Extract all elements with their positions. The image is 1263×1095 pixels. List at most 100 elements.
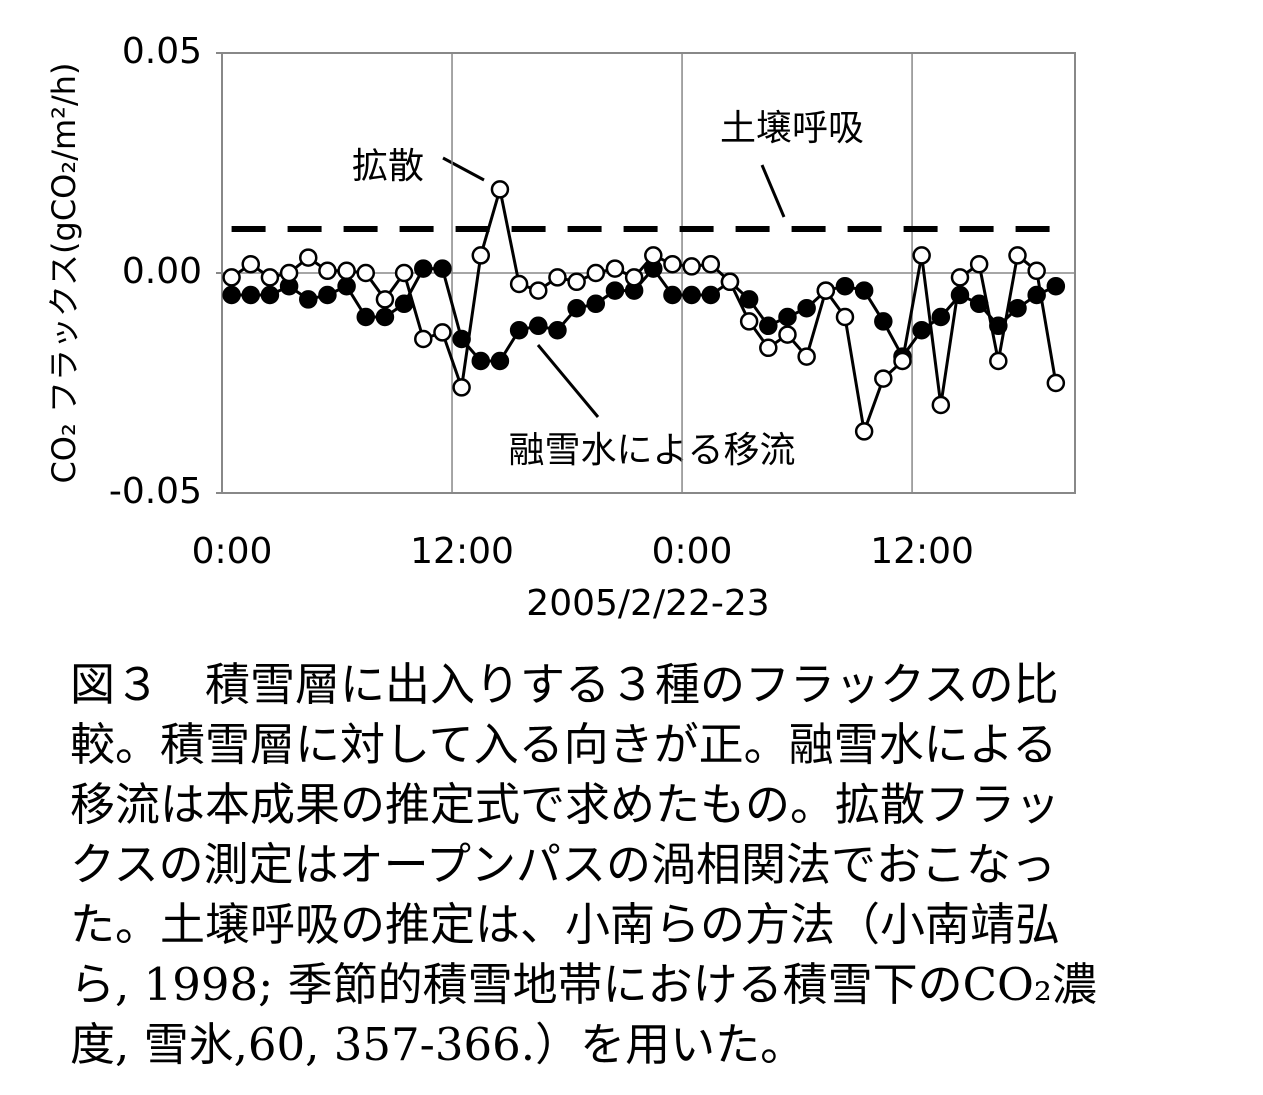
y-tick-label: 0.05	[122, 31, 202, 72]
caption-line: 図３ 積雪層に出入りする３種のフラックスの比	[70, 658, 1059, 711]
data-point	[452, 378, 471, 397]
data-point	[529, 281, 548, 300]
data-point	[260, 268, 280, 287]
series-line	[230, 188, 1058, 438]
data-point	[222, 268, 241, 287]
data-point	[394, 263, 414, 283]
data-point	[337, 276, 356, 296]
data-point	[586, 294, 606, 314]
data-point	[567, 298, 586, 318]
data-point	[318, 285, 337, 305]
data-point	[739, 312, 759, 331]
leader-line	[536, 344, 600, 418]
data-point	[299, 290, 318, 309]
y-axis-label: CO₂ フラックス(gCO₂/m²/h)	[45, 62, 83, 483]
data-point	[1008, 298, 1027, 318]
leader-line	[760, 164, 786, 218]
data-point	[950, 285, 970, 305]
data-point	[318, 261, 337, 281]
data-point	[1008, 246, 1027, 265]
data-point	[433, 259, 452, 278]
data-point	[529, 316, 548, 336]
y-tick-label: -0.05	[109, 471, 202, 512]
data-point	[356, 263, 376, 283]
data-point	[490, 180, 510, 199]
data-point	[778, 307, 797, 327]
chart: CO₂ フラックス(gCO₂/m²/h) 2005/2/22-23 拡散 土壌呼…	[45, 31, 1076, 624]
data-point	[509, 274, 529, 294]
data-point	[759, 338, 778, 358]
data-point	[241, 285, 261, 305]
data-point	[797, 347, 816, 366]
data-point	[682, 257, 701, 276]
x-tick-label: 12:00	[410, 531, 514, 572]
data-point	[950, 268, 970, 287]
data-point	[969, 254, 989, 274]
data-point	[337, 261, 356, 281]
data-point	[375, 307, 395, 327]
data-point	[222, 285, 241, 305]
data-point	[663, 254, 682, 274]
x-tick-label: 12:00	[870, 531, 974, 572]
caption-line: 移流は本成果の推定式で求めたもの。拡散フラッ	[70, 778, 1061, 831]
data-point	[1046, 276, 1066, 296]
data-point	[1046, 373, 1066, 393]
data-point	[605, 281, 625, 300]
data-point	[835, 307, 855, 327]
data-point	[567, 272, 586, 292]
caption-line: た。土壌呼吸の推定は、小南らの方法（小南靖弘	[70, 898, 1061, 951]
data-point	[279, 263, 299, 283]
data-point	[797, 298, 816, 318]
data-point	[394, 294, 414, 314]
data-point	[624, 268, 644, 287]
data-point	[299, 248, 318, 267]
caption-line: ら, 1998; 季節的積雪地帯における積雪下のCO₂濃	[70, 958, 1097, 1011]
caption: 図３ 積雪層に出入りする３種のフラックスの比 較。積雪層に対して入る向きが正。融雪…	[70, 655, 1240, 1075]
x-tick-label: 0:00	[192, 531, 273, 572]
data-point	[414, 259, 433, 278]
data-point	[816, 281, 836, 300]
data-point	[356, 307, 376, 327]
data-point	[931, 307, 951, 327]
data-point	[490, 351, 510, 371]
data-point	[375, 290, 395, 309]
data-point	[682, 285, 701, 305]
data-point	[835, 276, 855, 296]
data-point	[912, 246, 931, 265]
data-point	[548, 320, 567, 340]
data-point	[931, 395, 951, 415]
data-point	[739, 290, 759, 309]
data-point	[759, 316, 778, 336]
data-point	[509, 320, 529, 340]
data-point	[874, 312, 893, 331]
caption-line: 度, 雪氷,60, 357-366.）を用いた。	[70, 1018, 806, 1071]
series-label: 拡散	[352, 146, 424, 187]
caption-line: クスの測定はオープンパスの渦相関法でおこなっ	[70, 838, 1056, 891]
data-point	[701, 254, 721, 274]
data-point	[778, 325, 797, 344]
data-point	[605, 259, 625, 278]
data-point	[989, 351, 1008, 371]
leader-line	[442, 156, 485, 182]
x-tick-label: 0:00	[652, 531, 733, 572]
reference-label: 土壌呼吸	[720, 108, 864, 149]
data-point	[433, 323, 452, 342]
data-point	[874, 369, 893, 388]
data-point	[260, 285, 280, 305]
data-point	[644, 246, 663, 265]
data-point	[854, 422, 874, 441]
data-point	[701, 285, 721, 305]
data-point	[471, 246, 491, 265]
data-point	[241, 254, 261, 274]
data-point	[414, 329, 433, 349]
data-point	[720, 272, 740, 292]
data-point	[663, 285, 682, 305]
y-tick-label: 0.00	[122, 251, 202, 292]
series-label: 融雪水による移流	[509, 430, 796, 471]
data-point	[912, 320, 931, 340]
data-point	[854, 281, 874, 300]
x-axis-label: 2005/2/22-23	[526, 583, 769, 624]
data-point	[548, 268, 567, 287]
data-point	[471, 351, 491, 371]
